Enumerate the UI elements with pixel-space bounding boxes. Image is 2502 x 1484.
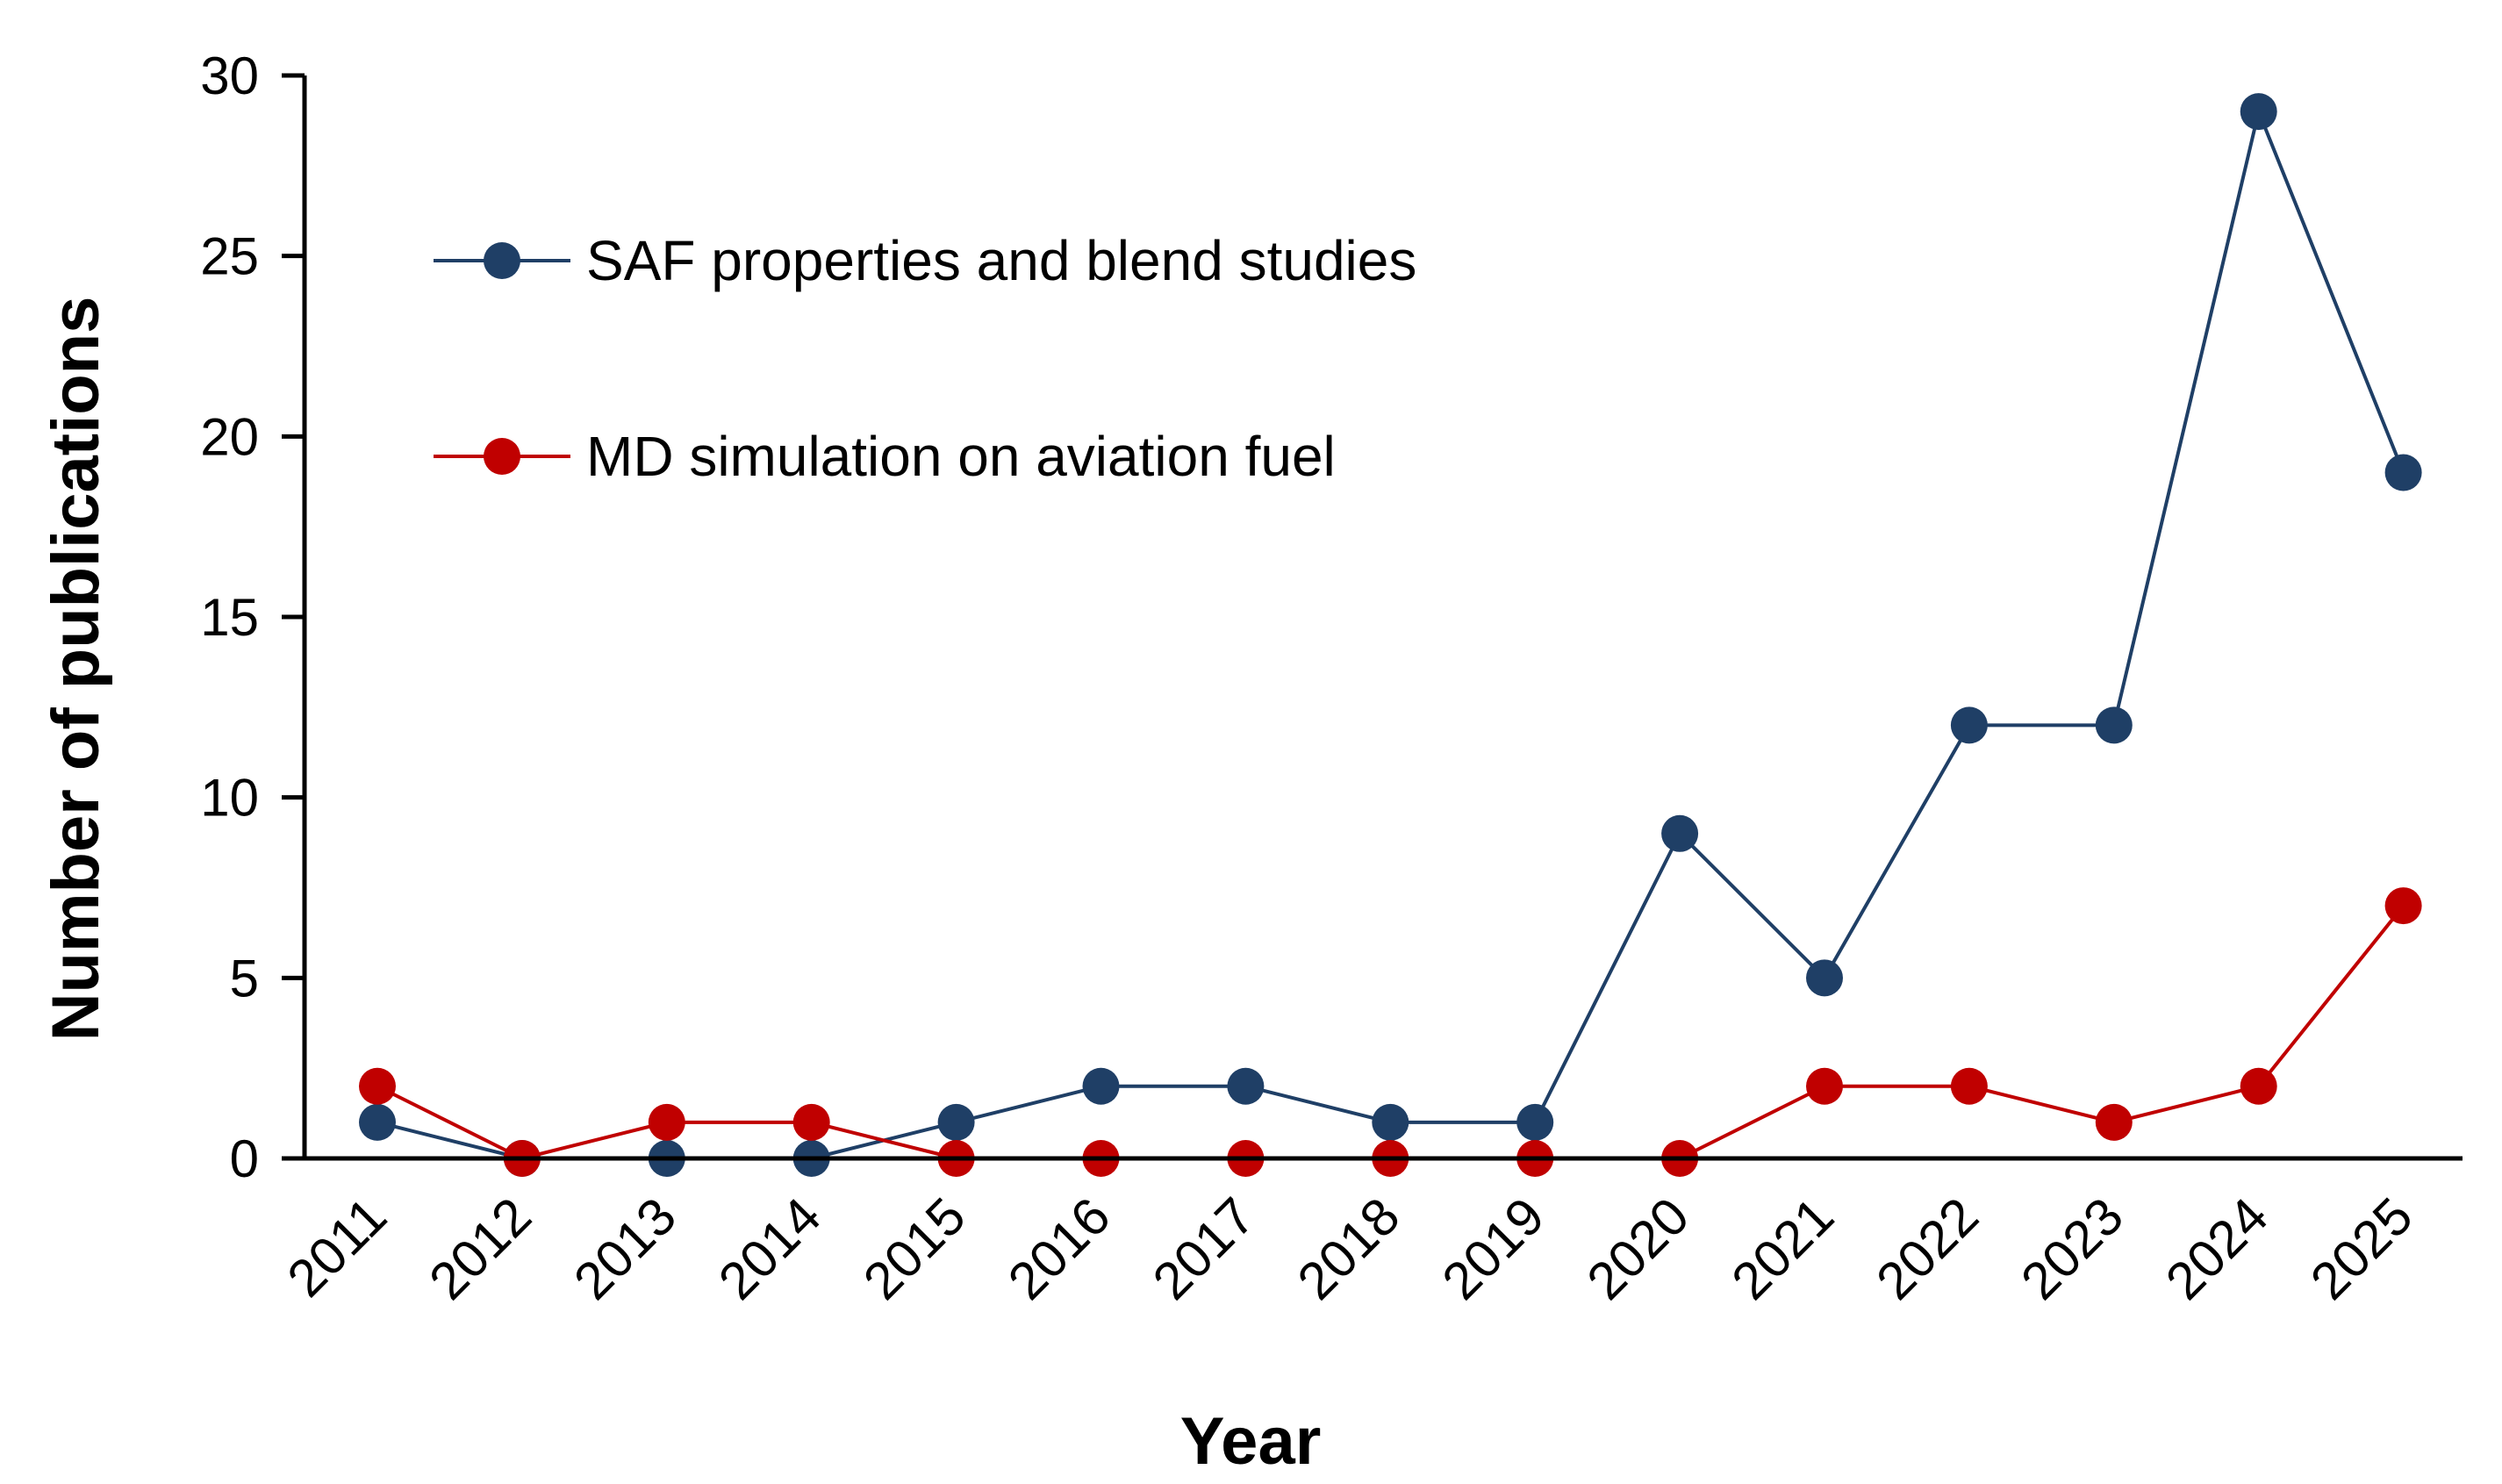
series-2-point: [792, 1103, 830, 1141]
series-2-point: [2095, 1103, 2133, 1141]
legend-item-1: SAF properties and blend studies: [434, 229, 1416, 292]
y-axis-title: Number of publications: [39, 297, 113, 1042]
series-1-point: [2240, 93, 2277, 131]
x-tick-label: 2018: [1287, 1186, 1411, 1311]
legend-marker-swatch: [484, 438, 520, 475]
series-1-point: [1661, 814, 1699, 852]
series-1-point: [1372, 1103, 1409, 1141]
x-tick-label: 2014: [707, 1186, 832, 1311]
y-axis-ticks: 0 5 10 15 20 25 30: [200, 47, 305, 1188]
legend-marker-swatch: [484, 242, 520, 279]
series-1-point: [2384, 454, 2422, 491]
series-1-point: [359, 1103, 396, 1141]
x-tick-label: 2024: [2154, 1186, 2279, 1311]
y-tick-label: 25: [200, 227, 259, 286]
series-1-point: [2095, 706, 2133, 744]
legend: SAF properties and blend studies MD simul…: [434, 229, 1416, 488]
x-tick-label: 2020: [1576, 1186, 1701, 1311]
series-1-point: [1227, 1067, 1265, 1105]
x-tick-label: 2023: [2010, 1186, 2134, 1311]
series-1-point: [1950, 706, 1988, 744]
series-2-point: [2240, 1067, 2277, 1105]
y-tick-label: 15: [200, 588, 259, 647]
series-1-point: [1516, 1103, 1554, 1141]
y-tick-label: 20: [200, 407, 259, 466]
x-tick-label: 2012: [418, 1186, 542, 1311]
series-2-point: [648, 1103, 685, 1141]
y-tick-label: 30: [200, 47, 259, 105]
series-2-point: [1950, 1067, 1988, 1105]
x-tick-label: 2025: [2299, 1186, 2424, 1311]
x-tick-label: 2019: [1431, 1186, 1556, 1311]
x-tick-label: 2022: [1865, 1186, 1989, 1311]
x-tick-label: 2011: [276, 1186, 398, 1308]
series-1-point: [1806, 959, 1843, 997]
y-tick-label: 5: [230, 949, 259, 1007]
legend-label: SAF properties and blend studies: [586, 229, 1416, 292]
x-tick-label: 2016: [997, 1186, 1122, 1311]
x-axis-ticks: 2011 2012 2013 2014 2015 2016 2017 2018 2019 2020…: [276, 1186, 2424, 1311]
y-tick-label: 10: [200, 769, 259, 828]
x-tick-label: 2017: [1142, 1186, 1266, 1311]
legend-item-2: MD simulation on aviation fuel: [434, 425, 1336, 488]
y-tick-label: 0: [230, 1129, 259, 1188]
series-2-point: [2384, 887, 2422, 925]
series-1-point: [1082, 1067, 1120, 1105]
x-tick-label: 2013: [563, 1186, 687, 1311]
legend-label: MD simulation on aviation fuel: [586, 425, 1336, 488]
series-1-point: [937, 1103, 975, 1141]
x-tick-label: 2015: [852, 1186, 977, 1311]
series-2-point: [359, 1067, 396, 1105]
axis-titles: Year Number of publications: [39, 297, 1321, 1479]
series-2-point: [1806, 1067, 1843, 1105]
x-axis-title: Year: [1180, 1404, 1322, 1479]
x-tick-label: 2021: [1720, 1186, 1845, 1311]
